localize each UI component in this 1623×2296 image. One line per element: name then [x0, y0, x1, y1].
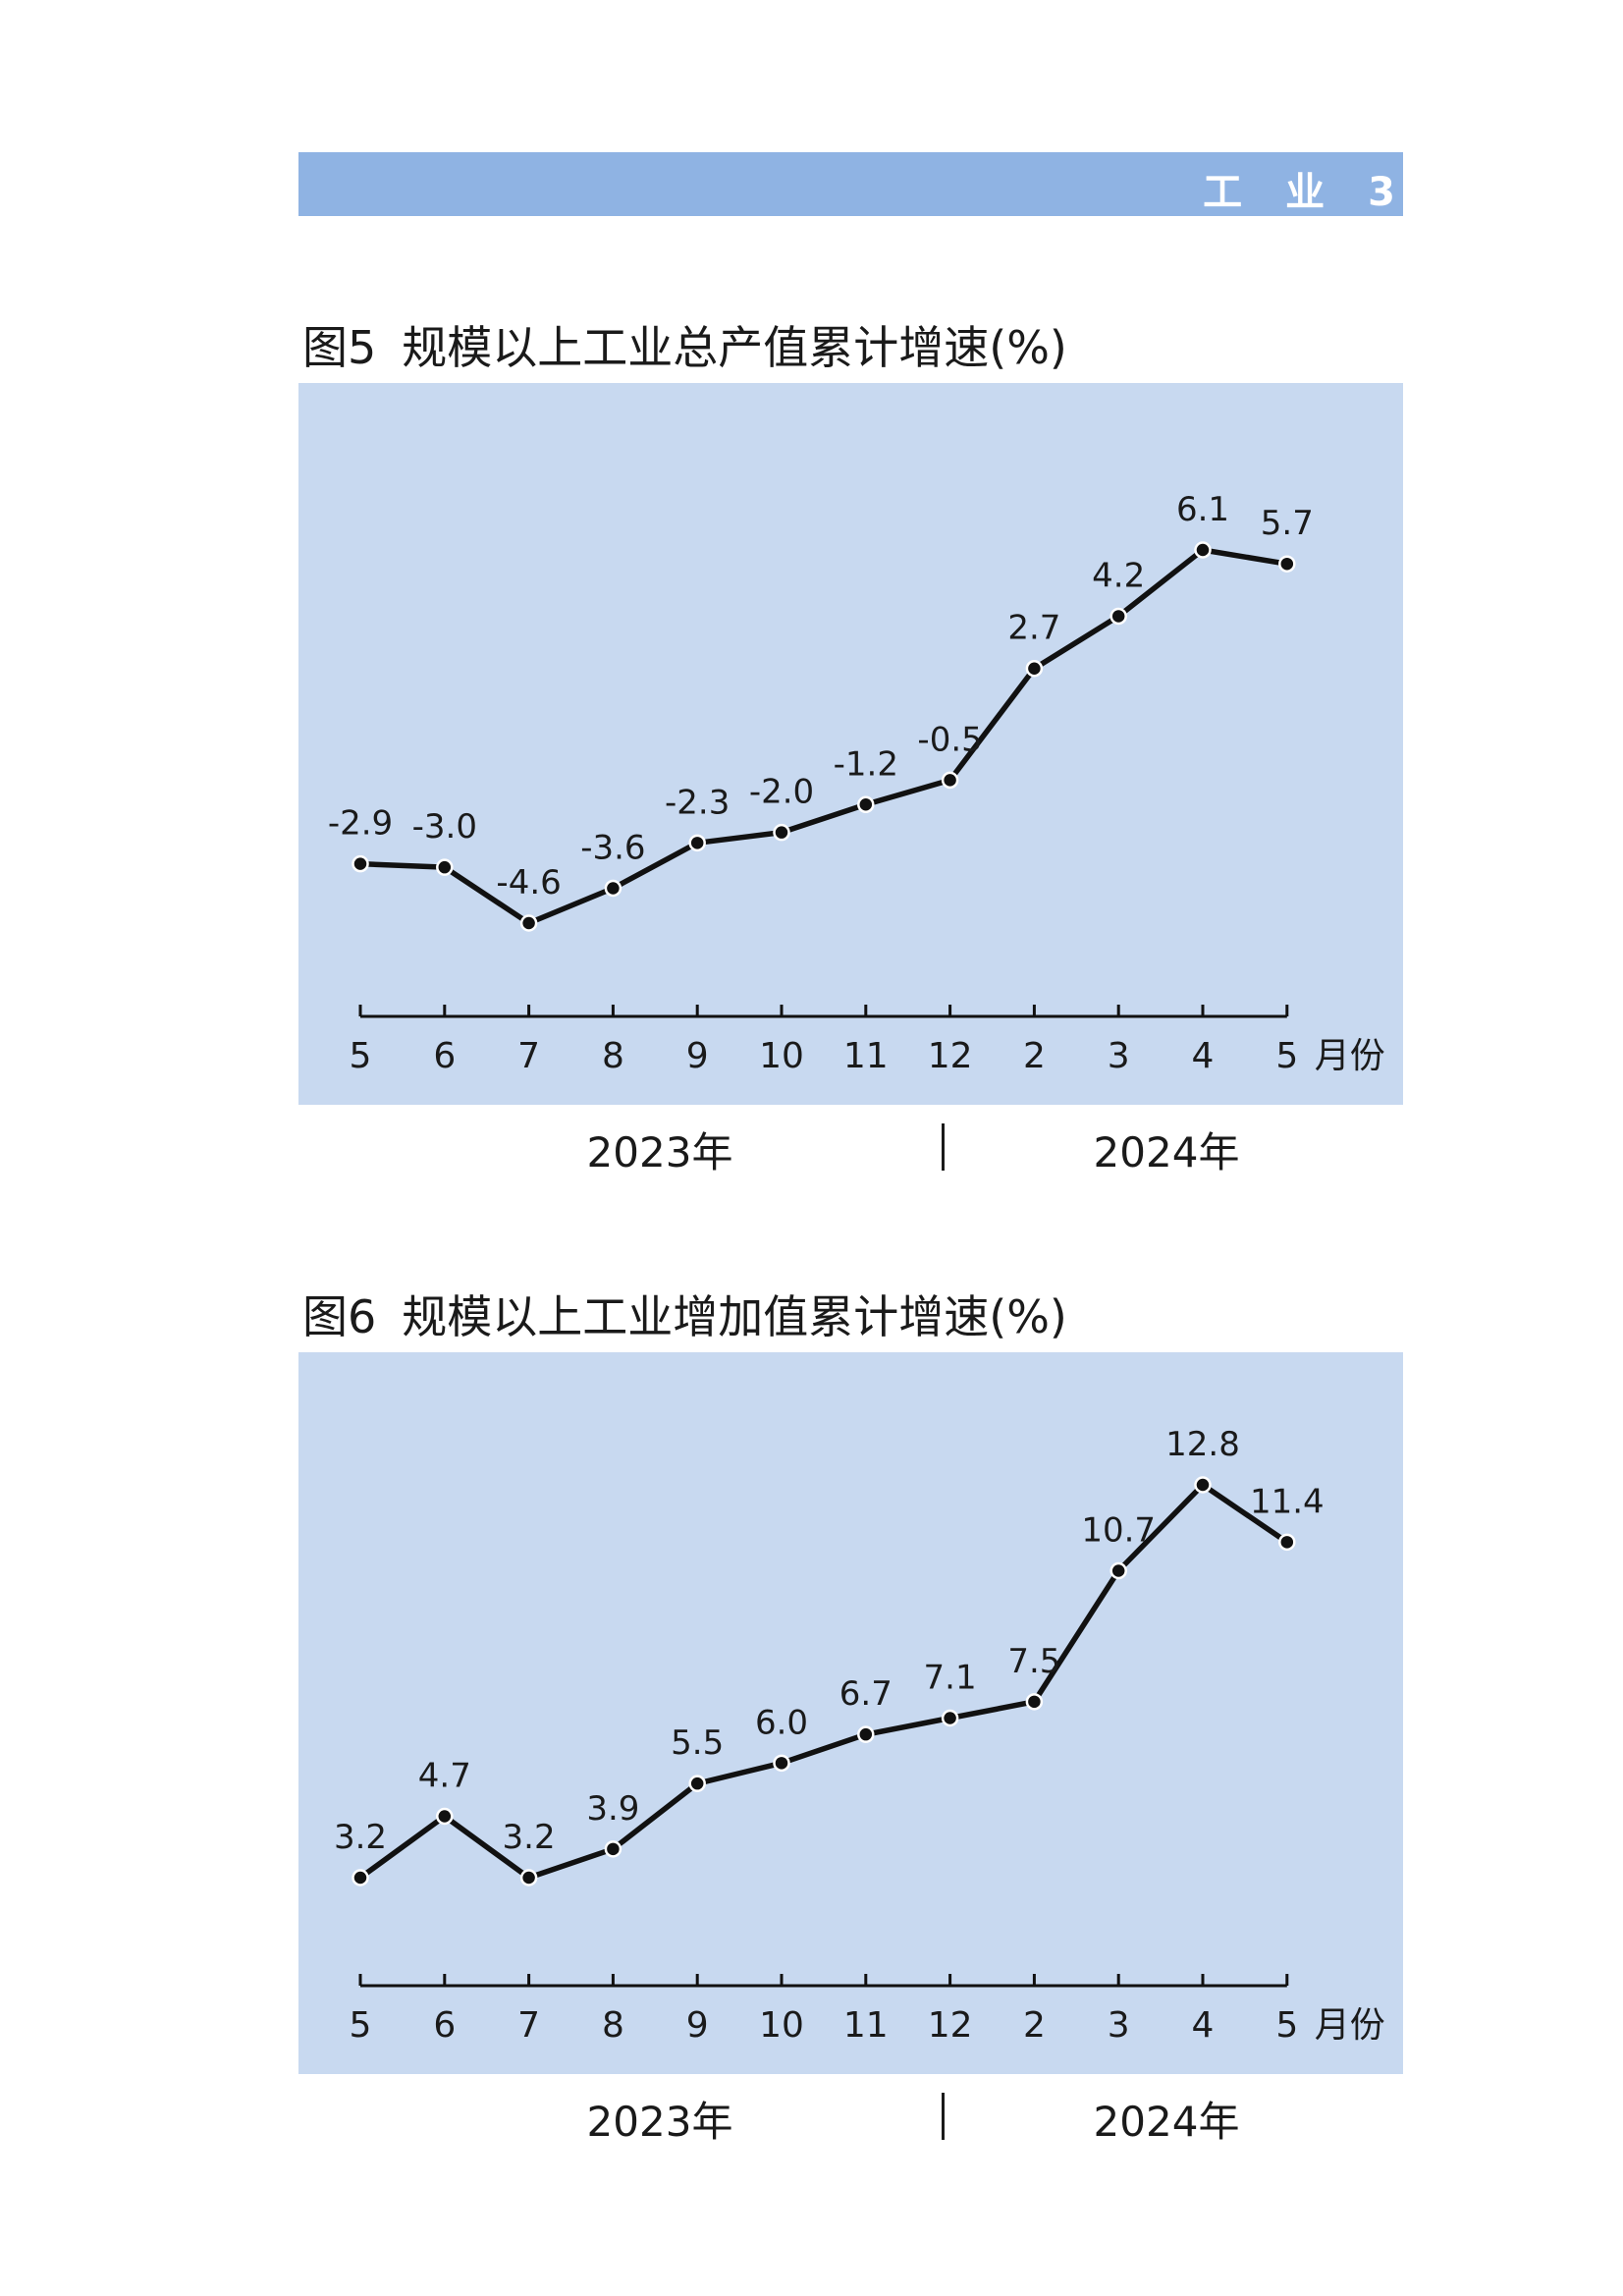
year-separator	[942, 1123, 945, 1171]
data-label: 4.7	[418, 1757, 471, 1796]
year-label-2023: 2023年	[586, 2098, 733, 2146]
year-label-2024: 2024年	[1093, 2098, 1240, 2146]
data-point	[352, 854, 369, 873]
data-label: 7.5	[1007, 1642, 1060, 1681]
chart-title-text: 规模以上工业总产值累计增速(%)	[402, 321, 1067, 374]
x-tick-label: 11	[843, 2005, 889, 2046]
chart-title-fig6: 图6 规模以上工业增加值累计增速(%)	[302, 1282, 1067, 1346]
data-point	[688, 834, 706, 852]
data-label: 2.7	[1007, 609, 1060, 648]
x-tick-label: 2	[1023, 1036, 1046, 1076]
year-label-2023: 2023年	[586, 1128, 733, 1176]
data-label: -3.6	[580, 828, 645, 867]
chart-number: 图6	[302, 1290, 377, 1343]
data-point	[519, 914, 538, 932]
x-axis-unit-label: 月份	[1315, 1036, 1385, 1076]
data-label: 5.5	[671, 1723, 724, 1763]
year-separator	[942, 2093, 945, 2140]
data-label: 10.7	[1081, 1511, 1156, 1551]
data-point	[436, 858, 454, 876]
year-row-fig6: 2023年 2024年	[298, 2089, 1403, 2148]
x-tick-label: 9	[686, 2005, 709, 2046]
data-point	[1194, 1476, 1212, 1494]
data-point	[519, 1869, 538, 1886]
data-point	[1109, 1561, 1127, 1580]
x-tick-label: 9	[686, 1036, 709, 1076]
x-tick-label: 4	[1192, 2005, 1215, 2046]
x-tick-label: 8	[602, 1036, 624, 1076]
data-point	[857, 795, 875, 814]
data-point	[436, 1807, 454, 1826]
chart-title-fig5: 图5 规模以上工业总产值累计增速(%)	[302, 312, 1067, 377]
x-tick-label: 7	[517, 1036, 540, 1076]
year-row-fig5: 2023年 2024年	[298, 1120, 1403, 1178]
data-point	[857, 1725, 875, 1743]
data-label: -3.0	[412, 807, 477, 847]
data-point	[604, 879, 622, 898]
data-label: 5.7	[1261, 504, 1314, 543]
data-point	[941, 771, 959, 790]
x-tick-label: 7	[517, 2005, 540, 2046]
data-label: 6.7	[839, 1674, 893, 1714]
data-label: -0.5	[917, 720, 982, 759]
x-axis-unit-label: 月份	[1315, 2005, 1385, 2046]
data-label: 3.9	[586, 1789, 639, 1829]
series-line	[357, 1482, 1290, 1881]
data-point	[941, 1709, 959, 1727]
x-tick-label: 5	[1275, 2005, 1298, 2046]
data-point	[688, 1775, 706, 1792]
x-tick-label: 5	[1275, 1036, 1298, 1076]
line-chart-fig5: 5 6 7 8 9 10 11 12 2 3 4 5 月份 -2.9 -3.0 -4.6 -3.6 -2.3 -2.…	[328, 490, 1385, 1076]
data-point	[773, 823, 790, 842]
data-label: 3.2	[334, 1818, 387, 1857]
x-tick-label: 10	[759, 2005, 804, 2046]
data-label: -2.3	[665, 783, 730, 822]
data-label: -1.2	[834, 744, 898, 784]
x-tick-label: 4	[1192, 1036, 1215, 1076]
line-chart-fig6: 5 6 7 8 9 10 11 12 2 3 4 5 月份 3.2 4.7 3.2 3.9 5.5 6.0 6.7 7.…	[334, 1425, 1385, 2046]
data-point	[1025, 1693, 1044, 1711]
data-label: 4.2	[1092, 556, 1145, 595]
data-label: 6.1	[1176, 490, 1229, 529]
x-tick-label: 6	[433, 2005, 456, 2046]
data-point	[352, 1869, 369, 1886]
data-point	[1194, 541, 1212, 559]
x-tick-label: 8	[602, 2005, 624, 2046]
x-tick-label: 6	[433, 1036, 456, 1076]
x-tick-label: 11	[843, 1036, 889, 1076]
data-label: -2.0	[749, 773, 814, 812]
year-label-2024: 2024年	[1093, 1128, 1240, 1176]
data-point	[604, 1840, 622, 1858]
chart-panel-fig5: 5 6 7 8 9 10 11 12 2 3 4 5 月份 -2.9 -3.0 -4.6 -3.6 -2.3 -2.…	[298, 383, 1403, 1105]
section-name-char-1: 工	[1203, 170, 1245, 215]
data-label: 12.8	[1165, 1425, 1240, 1464]
x-tick-label: 5	[350, 1036, 372, 1076]
data-point	[1278, 1533, 1296, 1552]
section-name-char-2: 业	[1285, 170, 1327, 215]
data-label: -4.6	[496, 863, 561, 902]
data-label: -2.9	[328, 804, 393, 844]
data-label: 3.2	[503, 1818, 556, 1857]
data-label: 7.1	[924, 1659, 977, 1698]
chart-title-text: 规模以上工业增加值累计增速(%)	[402, 1290, 1067, 1343]
x-tick-label: 3	[1108, 2005, 1130, 2046]
x-tick-label: 3	[1108, 1036, 1130, 1076]
data-point	[1109, 607, 1127, 626]
data-point	[1278, 555, 1296, 573]
x-tick-label: 2	[1023, 2005, 1046, 2046]
page-number: 3	[1368, 170, 1397, 215]
data-label: 11.4	[1250, 1482, 1325, 1521]
series-line	[357, 547, 1290, 926]
x-tick-label: 12	[928, 2005, 973, 2046]
chart-number: 图5	[302, 321, 377, 374]
data-point	[773, 1754, 790, 1773]
data-label: 6.0	[755, 1703, 808, 1742]
x-tick-label: 10	[759, 1036, 804, 1076]
chart-panel-fig6: 5 6 7 8 9 10 11 12 2 3 4 5 月份 3.2 4.7 3.2 3.9 5.5 6.0 6.7 7.…	[298, 1352, 1403, 2074]
x-tick-label: 5	[350, 2005, 372, 2046]
x-tick-label: 12	[928, 1036, 973, 1076]
data-point	[1025, 659, 1044, 678]
